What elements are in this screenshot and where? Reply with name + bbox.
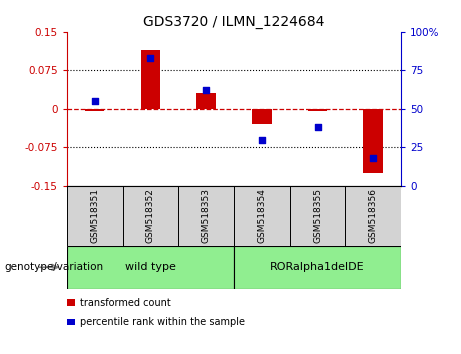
Point — [314, 125, 321, 130]
Bar — [290, 186, 345, 246]
Text: genotype/variation: genotype/variation — [5, 262, 104, 272]
Bar — [67, 186, 123, 246]
Text: percentile rank within the sample: percentile rank within the sample — [80, 317, 245, 327]
Bar — [345, 186, 401, 246]
Point — [258, 137, 266, 143]
Point — [370, 155, 377, 161]
Text: RORalpha1delDE: RORalpha1delDE — [270, 262, 365, 272]
Bar — [234, 186, 290, 246]
Bar — [141, 50, 160, 109]
Text: GSM518351: GSM518351 — [90, 188, 99, 244]
Bar — [67, 299, 75, 306]
Bar — [85, 109, 105, 112]
Bar — [123, 186, 178, 246]
Text: GSM518354: GSM518354 — [257, 188, 266, 244]
Point — [91, 98, 98, 104]
Text: GSM518352: GSM518352 — [146, 188, 155, 244]
Bar — [178, 186, 234, 246]
Point — [202, 87, 210, 93]
Bar — [67, 246, 234, 289]
Text: GSM518353: GSM518353 — [201, 188, 211, 244]
Bar — [308, 109, 327, 112]
Bar — [196, 93, 216, 109]
Text: GSM518356: GSM518356 — [369, 188, 378, 244]
Title: GDS3720 / ILMN_1224684: GDS3720 / ILMN_1224684 — [143, 16, 325, 29]
Point — [147, 55, 154, 61]
Bar — [252, 109, 272, 124]
Text: GSM518355: GSM518355 — [313, 188, 322, 244]
Text: transformed count: transformed count — [80, 298, 171, 308]
Bar — [363, 109, 383, 173]
Text: wild type: wild type — [125, 262, 176, 272]
Bar — [234, 246, 401, 289]
Bar — [67, 319, 75, 325]
